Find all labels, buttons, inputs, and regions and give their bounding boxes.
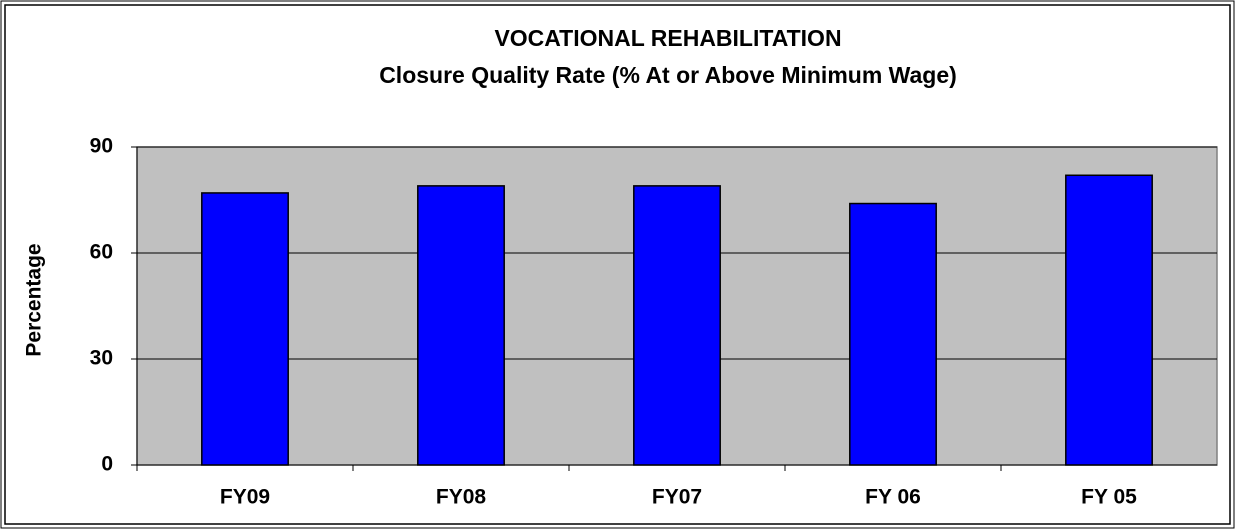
bar [417, 185, 505, 466]
y-tick-label: 60 [90, 241, 113, 264]
x-tick-label: FY08 [436, 486, 487, 509]
y-tick-label: 30 [90, 347, 113, 370]
bar [201, 192, 289, 466]
y-tick-label: 0 [101, 453, 113, 476]
x-tick-label: FY07 [652, 486, 702, 509]
x-tick-label: FY 06 [865, 486, 921, 509]
chart-subtitle: Closure Quality Rate (% At or Above Mini… [379, 62, 957, 88]
chart-title: VOCATIONAL REHABILITATION [494, 25, 841, 51]
inner-border [4, 4, 1231, 525]
y-tick-label: 90 [90, 135, 113, 158]
x-tick-label: FY 05 [1081, 486, 1137, 509]
y-axis-label: Percentage [23, 243, 46, 356]
x-tick-label: FY09 [220, 486, 270, 509]
bar [849, 202, 937, 466]
bar [1065, 174, 1153, 466]
bar [633, 185, 721, 466]
